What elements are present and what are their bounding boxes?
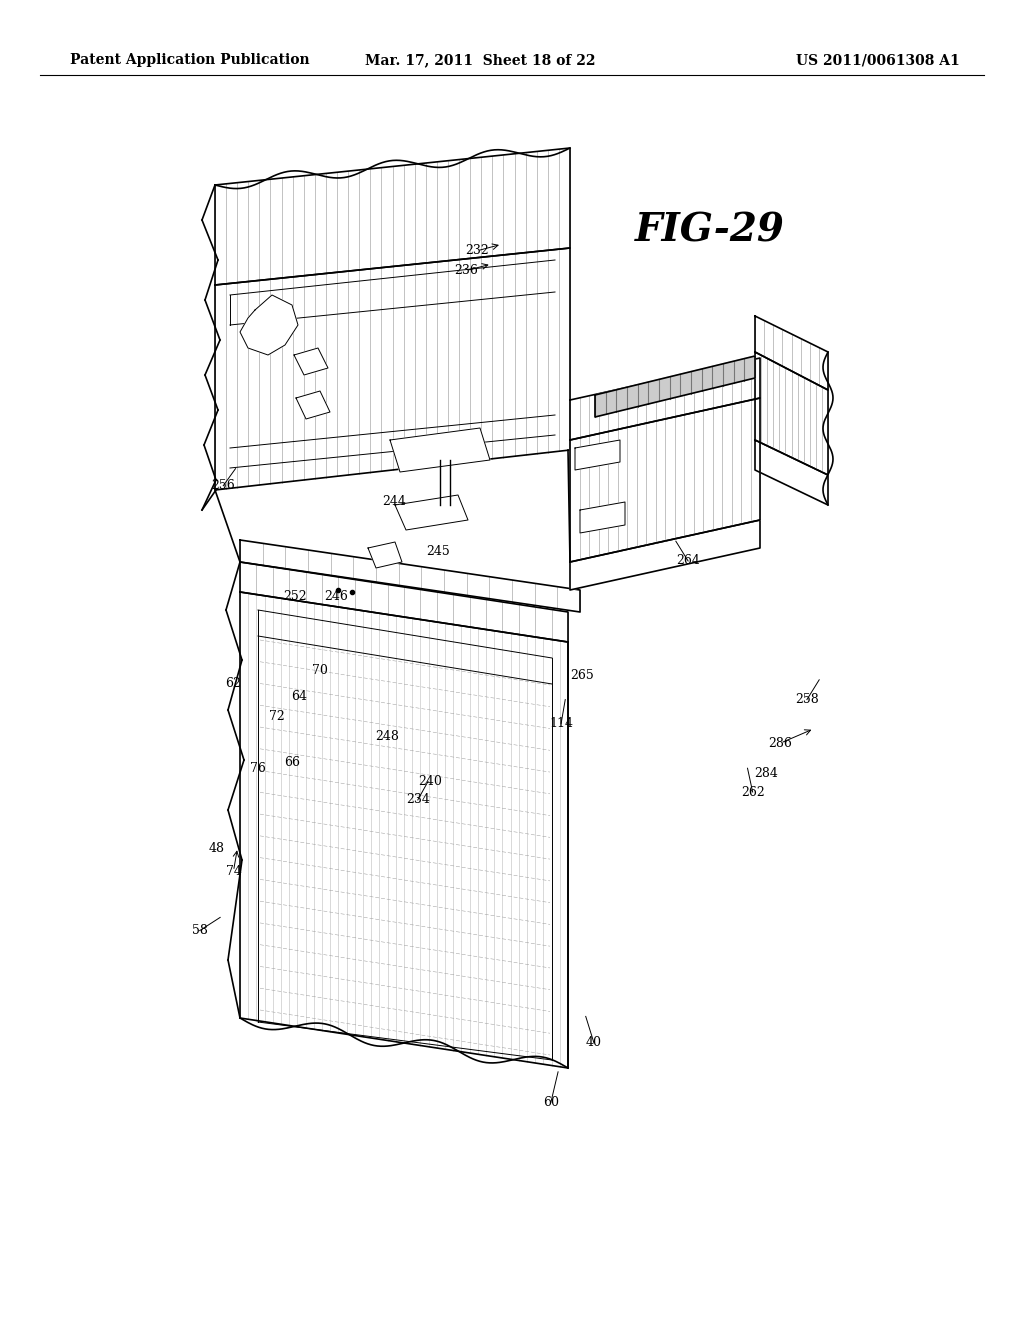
Polygon shape [570,520,760,590]
Text: 74: 74 [225,865,242,878]
Polygon shape [755,352,828,475]
Polygon shape [240,540,580,612]
Polygon shape [570,358,760,440]
Polygon shape [240,591,568,1068]
Text: 265: 265 [569,669,594,682]
Text: 76: 76 [250,762,266,775]
Text: FIG-29: FIG-29 [635,213,784,249]
Text: 60: 60 [543,1096,559,1109]
Text: 232: 232 [465,244,489,257]
Text: 252: 252 [283,590,307,603]
Polygon shape [390,428,490,473]
Text: 286: 286 [768,737,793,750]
Polygon shape [240,562,568,642]
Text: Patent Application Publication: Patent Application Publication [70,53,309,67]
Polygon shape [575,440,620,470]
Polygon shape [755,315,828,389]
Polygon shape [294,348,328,375]
Text: 66: 66 [284,756,300,770]
Text: 70: 70 [311,664,328,677]
Text: Mar. 17, 2011  Sheet 18 of 22: Mar. 17, 2011 Sheet 18 of 22 [365,53,595,67]
Text: 258: 258 [795,693,819,706]
Text: 234: 234 [406,793,430,807]
Polygon shape [755,440,828,506]
Text: 240: 240 [418,775,442,788]
Polygon shape [296,391,330,418]
Text: 245: 245 [426,545,451,558]
Text: 114: 114 [549,717,573,730]
Text: 264: 264 [676,554,700,568]
Text: 236: 236 [454,264,478,277]
Text: 248: 248 [375,730,399,743]
Polygon shape [570,399,760,562]
Text: 284: 284 [754,767,778,780]
Text: 64: 64 [291,690,307,704]
Polygon shape [595,356,755,417]
Text: 246: 246 [324,590,348,603]
Text: 262: 262 [740,785,765,799]
Text: 244: 244 [382,495,407,508]
Polygon shape [215,148,570,285]
Text: 48: 48 [209,842,225,855]
Polygon shape [215,248,570,490]
Polygon shape [395,495,468,531]
Text: 40: 40 [586,1036,602,1049]
Text: US 2011/0061308 A1: US 2011/0061308 A1 [797,53,961,67]
Polygon shape [368,543,402,568]
Polygon shape [240,294,298,355]
Text: 58: 58 [191,924,208,937]
Polygon shape [580,502,625,533]
Text: 62: 62 [225,677,242,690]
Text: 256: 256 [211,479,236,492]
Text: 72: 72 [268,710,285,723]
